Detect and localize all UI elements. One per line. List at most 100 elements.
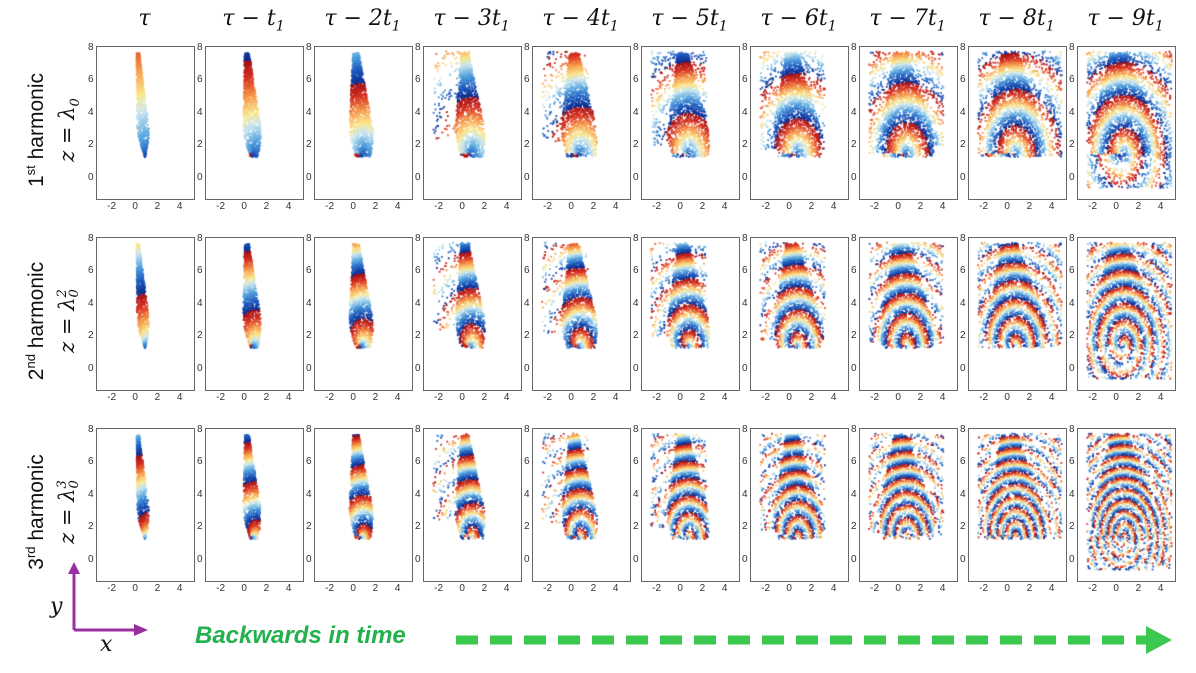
panel-r1-c7: [750, 46, 849, 200]
x-tick-label: 0: [895, 392, 901, 403]
y-tick-label: 2: [633, 330, 639, 342]
y-tick-label: 2: [633, 139, 639, 151]
y-tick-label: 6: [1069, 456, 1075, 468]
panel-r3-c1: [96, 428, 195, 582]
y-tick-label: 8: [306, 42, 312, 53]
column-title-1: τ − t1: [222, 6, 285, 35]
panel-r2-c2: [205, 237, 304, 391]
x-tick-label: -2: [325, 201, 335, 212]
scatter-plot: [533, 429, 630, 581]
y-tick-label: 6: [524, 265, 530, 277]
panel-r3-c7: [750, 428, 849, 582]
y-tick-label: 0: [197, 553, 203, 565]
x-tick-label: 0: [1113, 583, 1119, 594]
panel-r2-c5: [532, 237, 631, 391]
x-tick-label: -2: [543, 583, 553, 594]
x-tick-label: 2: [1135, 583, 1142, 594]
scatter-plot: [860, 47, 957, 199]
x-tick-label: -2: [325, 392, 335, 403]
x-tick-label: -2: [761, 392, 771, 403]
y-tick-label: 0: [960, 362, 966, 374]
x-tick-label: 2: [1135, 392, 1142, 403]
y-tick-label: 8: [633, 42, 639, 53]
x-tick-label: 4: [394, 583, 401, 594]
x-tick-label: -2: [652, 392, 662, 403]
x-tick-label: 4: [1048, 392, 1055, 403]
y-tick-label: 0: [306, 362, 312, 374]
x-tick-label: -2: [1088, 583, 1098, 594]
x-tick-label: 4: [612, 201, 619, 212]
x-tick-label: 4: [1157, 583, 1164, 594]
column-title-5: τ − 5t1: [651, 6, 728, 35]
y-tick-label: 0: [633, 553, 639, 565]
y-tick-label: 0: [306, 171, 312, 183]
y-tick-label: 4: [1069, 106, 1075, 118]
y-tick-label: 2: [633, 521, 639, 533]
panel-r2-c7: [750, 237, 849, 391]
y-tick-label: 6: [88, 74, 94, 86]
x-tick-label: 0: [241, 201, 247, 212]
y-tick-label: 0: [415, 553, 421, 565]
y-tick-label: 2: [742, 330, 748, 342]
x-tick-label: 2: [699, 392, 706, 403]
y-tick-label: 6: [960, 265, 966, 277]
y-tick-label: 0: [197, 171, 203, 183]
x-tick-label: -2: [107, 583, 117, 594]
y-tick-label: 6: [1069, 74, 1075, 86]
x-tick-label: 0: [132, 583, 138, 594]
x-tick-label: 2: [263, 392, 270, 403]
y-tick-label: 8: [415, 233, 421, 244]
x-tick-label: 4: [721, 392, 728, 403]
x-tick-label: 0: [459, 392, 465, 403]
panel-r3-c8: [859, 428, 958, 582]
y-tick-label: 6: [88, 265, 94, 277]
x-tick-label: 2: [154, 201, 161, 212]
x-tick-label: 2: [1135, 201, 1142, 212]
panel-r1-c1: [96, 46, 195, 200]
x-tick-label: -2: [870, 201, 880, 212]
scatter-plot: [315, 238, 412, 390]
y-tick-label: 8: [415, 42, 421, 53]
y-tick-label: 4: [306, 297, 312, 309]
y-tick-label: 8: [197, 233, 203, 244]
y-tick-label: 0: [415, 362, 421, 374]
y-tick-label: 0: [851, 553, 857, 565]
y-tick-label: 6: [306, 265, 312, 277]
y-tick-label: 2: [88, 330, 94, 342]
x-tick-label: -2: [870, 392, 880, 403]
x-tick-label: 2: [1026, 201, 1033, 212]
x-tick-label: -2: [434, 583, 444, 594]
y-tick-label: 0: [960, 553, 966, 565]
y-tick-label: 0: [88, 362, 94, 374]
y-tick-label: 0: [742, 362, 748, 374]
y-tick-label: 8: [524, 42, 530, 53]
y-tick-label: 8: [851, 424, 857, 435]
y-axis-letter: y: [50, 594, 63, 619]
y-tick-label: 2: [524, 521, 530, 533]
scatter-plot: [424, 238, 521, 390]
y-tick-label: 8: [742, 424, 748, 435]
x-tick-label: 4: [285, 392, 292, 403]
x-tick-label: 4: [503, 201, 510, 212]
x-tick-label: 0: [1004, 392, 1010, 403]
x-tick-label: 4: [394, 201, 401, 212]
y-tick-label: 2: [742, 521, 748, 533]
y-tick-label: 0: [1069, 362, 1075, 374]
y-tick-label: 8: [306, 233, 312, 244]
scatter-plot: [1078, 429, 1175, 581]
scatter-plot: [206, 429, 303, 581]
scatter-plot: [315, 47, 412, 199]
y-tick-label: 4: [88, 488, 94, 500]
y-tick-label: 4: [742, 488, 748, 500]
x-tick-label: 0: [459, 201, 465, 212]
panel-r1-c6: [641, 46, 740, 200]
y-tick-label: 2: [851, 521, 857, 533]
y-tick-label: 2: [415, 521, 421, 533]
y-tick-label: 2: [197, 521, 203, 533]
y-tick-label: 6: [742, 74, 748, 86]
x-tick-label: 2: [372, 201, 379, 212]
panel-r3-c4: [423, 428, 522, 582]
y-tick-label: 0: [197, 362, 203, 374]
panel-r2-c1: [96, 237, 195, 391]
